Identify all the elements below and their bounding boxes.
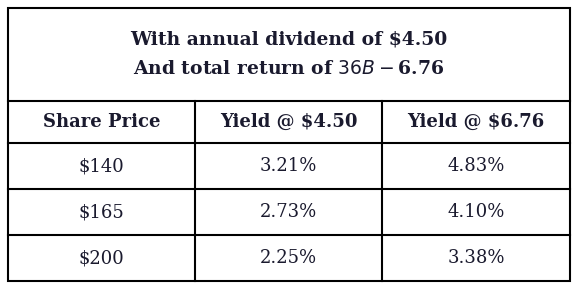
Text: With annual dividend of $4.50: With annual dividend of $4.50 <box>131 31 447 49</box>
Text: And total return of $36B - $6.76: And total return of $36B - $6.76 <box>134 60 444 78</box>
Text: 2.73%: 2.73% <box>260 203 317 221</box>
Text: 3.21%: 3.21% <box>260 157 317 175</box>
Text: $200: $200 <box>79 249 124 267</box>
Text: Yield @ $6.76: Yield @ $6.76 <box>407 113 545 131</box>
Text: Share Price: Share Price <box>43 113 160 131</box>
Text: $140: $140 <box>79 157 124 175</box>
Text: 3.38%: 3.38% <box>447 249 505 267</box>
Text: 2.25%: 2.25% <box>260 249 317 267</box>
Text: Yield @ $4.50: Yield @ $4.50 <box>220 113 357 131</box>
Text: 4.83%: 4.83% <box>447 157 505 175</box>
Text: $165: $165 <box>79 203 124 221</box>
Text: 4.10%: 4.10% <box>447 203 505 221</box>
